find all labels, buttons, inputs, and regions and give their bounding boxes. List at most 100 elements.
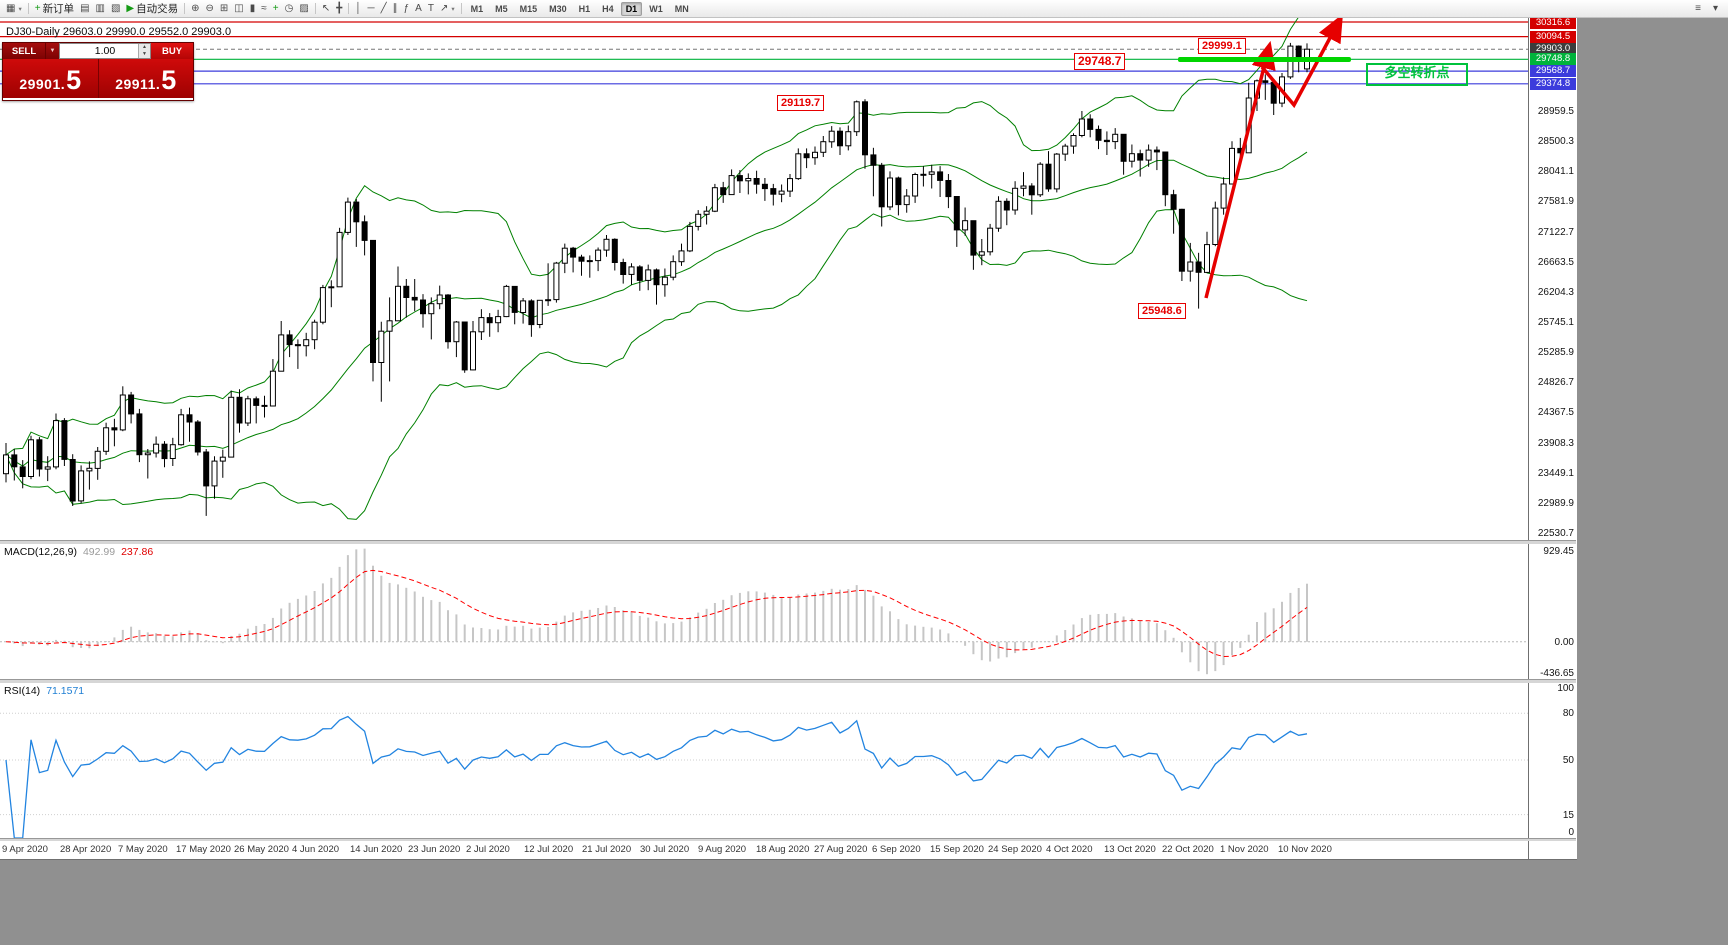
pane-separator[interactable]: [0, 679, 1576, 683]
candle-body: [411, 296, 418, 301]
rsi-indicator-pane[interactable]: RSI(14) 71.1571: [0, 682, 1528, 838]
channel-icon[interactable]: ∥: [390, 1, 401, 16]
dropdown-arrow-icon[interactable]: ▾: [451, 5, 455, 13]
timeframe-mn-button[interactable]: MN: [674, 3, 689, 14]
tile-windows-icon[interactable]: ⊞: [217, 1, 231, 16]
timeframe-d1-button[interactable]: D1: [620, 1, 643, 16]
new-chart-icon[interactable]: ▦ ▾: [3, 1, 25, 16]
date-axis[interactable]: 9 Apr 2020 28 Apr 2020 7 May 2020 17 May 20…: [0, 840, 1528, 859]
zoom-out-icon[interactable]: ⊖: [203, 1, 217, 16]
price-annotation-label[interactable]: 29748.7: [1074, 53, 1126, 70]
candle-body: [837, 130, 843, 147]
lot-size-input[interactable]: 1.00 ▲ ▼: [59, 43, 151, 59]
trade-panel-top-row: SELL ▼ 1.00 ▲ ▼ BUY: [3, 43, 193, 59]
price-axis-label: 22530.7: [1537, 528, 1574, 539]
timeframe-h4-button[interactable]: H4: [602, 3, 614, 14]
support-zone-bar[interactable]: [1178, 57, 1351, 62]
candle-body: [1187, 261, 1194, 272]
candle-body: [653, 269, 660, 286]
candle-body: [870, 154, 877, 166]
zoom-in-icon[interactable]: ⊕: [188, 1, 202, 16]
window-list-icon[interactable]: ≡: [1692, 1, 1704, 16]
label-icon[interactable]: T: [425, 1, 437, 16]
toolbar-separator: [460, 3, 462, 14]
candle-body: [111, 427, 118, 431]
buy-price-button[interactable]: 29911. 5: [99, 59, 194, 98]
cursor-icon: ↖: [321, 3, 331, 14]
candle-body: [1162, 151, 1169, 196]
price-axis-label: 24367.5: [1537, 407, 1574, 418]
price-axis[interactable]: 28959.5 28500.3 28041.1 27581.9 27122.7 26663…: [1528, 17, 1577, 859]
fibonacci-icon[interactable]: ƒ: [401, 1, 413, 16]
lot-increase-button[interactable]: ▲: [139, 44, 150, 51]
template-icon[interactable]: ▨: [296, 1, 311, 16]
order-options-dropdown-icon[interactable]: ▼: [45, 43, 59, 59]
candle-body: [853, 101, 860, 133]
text-icon[interactable]: A: [412, 1, 425, 16]
bar-chart-icon[interactable]: ◫: [231, 1, 246, 16]
candle-body: [895, 177, 902, 206]
candle-body: [244, 398, 251, 424]
candle-body: [620, 262, 627, 275]
new-order-button[interactable]: + 新订单: [32, 1, 77, 16]
timeframe-m30-button[interactable]: M30: [549, 3, 567, 14]
rsi-scale-label: 0: [1568, 827, 1574, 838]
period-clock-icon[interactable]: ◷: [282, 1, 297, 16]
cursor-icon[interactable]: ↖: [319, 1, 333, 16]
candle-body: [1204, 244, 1210, 273]
candle-body: [736, 175, 743, 182]
auto-trading-button[interactable]: ▶ 自动交易: [123, 1, 181, 16]
dropdown-arrow-icon[interactable]: ▾: [18, 5, 22, 13]
price-axis-label: 25285.9: [1537, 347, 1574, 358]
candlestick-chart-icon[interactable]: ▮: [247, 1, 259, 16]
main-chart-pane[interactable]: DJ30-Daily 29603.0 29990.0 29552.0 29903…: [0, 17, 1528, 540]
candle-body: [636, 266, 643, 281]
candle-body: [645, 269, 652, 281]
date-axis-label: 26 May 2020: [234, 844, 289, 855]
trendline-icon[interactable]: ╱: [378, 1, 390, 16]
pane-separator[interactable]: [0, 540, 1576, 544]
candle-body: [203, 451, 210, 487]
timeframe-h1-button[interactable]: H1: [578, 3, 591, 14]
navigator-icon[interactable]: ▧: [108, 1, 123, 16]
timeframe-m5-button[interactable]: M5: [495, 3, 508, 14]
timeframe-m15-button[interactable]: M15: [519, 3, 538, 14]
candle-body: [219, 456, 226, 462]
market-watch-icon[interactable]: ▥: [93, 1, 108, 16]
add-indicator-icon[interactable]: +: [270, 1, 282, 16]
crosshair-icon: ╋: [336, 3, 343, 14]
line-chart-icon[interactable]: ≈: [258, 1, 270, 16]
timeframe-w1-button[interactable]: W1: [649, 3, 663, 14]
candle-body: [11, 454, 18, 468]
timeframe-m1-button[interactable]: M1: [470, 3, 484, 14]
note-annotation[interactable]: 多空转折点: [1366, 63, 1468, 86]
candle-body: [1229, 147, 1235, 185]
sell-button[interactable]: SELL: [3, 43, 45, 59]
candle-body: [661, 276, 668, 286]
crosshair-icon[interactable]: ╋: [333, 1, 345, 16]
price-annotation-label[interactable]: 25948.6: [1138, 303, 1186, 319]
price-annotation-label[interactable]: 29119.7: [777, 95, 825, 111]
fibonacci-icon: ƒ: [403, 3, 410, 14]
vertical-line-icon[interactable]: │: [352, 1, 364, 16]
trend-arrow[interactable]: [1260, 17, 1343, 109]
candle-body: [1070, 135, 1077, 147]
buy-button[interactable]: BUY: [151, 43, 193, 59]
sell-price-button[interactable]: 29901. 5: [3, 59, 98, 98]
toolbar-options-icon[interactable]: ▾: [1710, 1, 1721, 16]
macd-indicator-pane[interactable]: MACD(12,26,9) 492.99 237.86: [0, 543, 1528, 679]
candle-body: [1053, 153, 1060, 190]
arrows-icon[interactable]: ↗ ▾: [437, 1, 458, 16]
candle-body: [94, 450, 101, 469]
lot-decrease-button[interactable]: ▼: [139, 51, 150, 58]
macd-canvas: [0, 548, 1528, 675]
candle-body: [53, 420, 59, 468]
trend-arrow[interactable]: [1204, 40, 1276, 299]
horizontal-line-icon[interactable]: ─: [364, 1, 377, 16]
price-annotation-label[interactable]: 29999.1: [1198, 38, 1246, 54]
candle-body: [1137, 153, 1144, 161]
candle-body: [28, 439, 34, 477]
profiles-icon[interactable]: ▤: [77, 1, 92, 16]
one-click-trading-panel: SELL ▼ 1.00 ▲ ▼ BUY 29901. 5 2: [2, 42, 194, 101]
candle-body: [803, 153, 810, 159]
